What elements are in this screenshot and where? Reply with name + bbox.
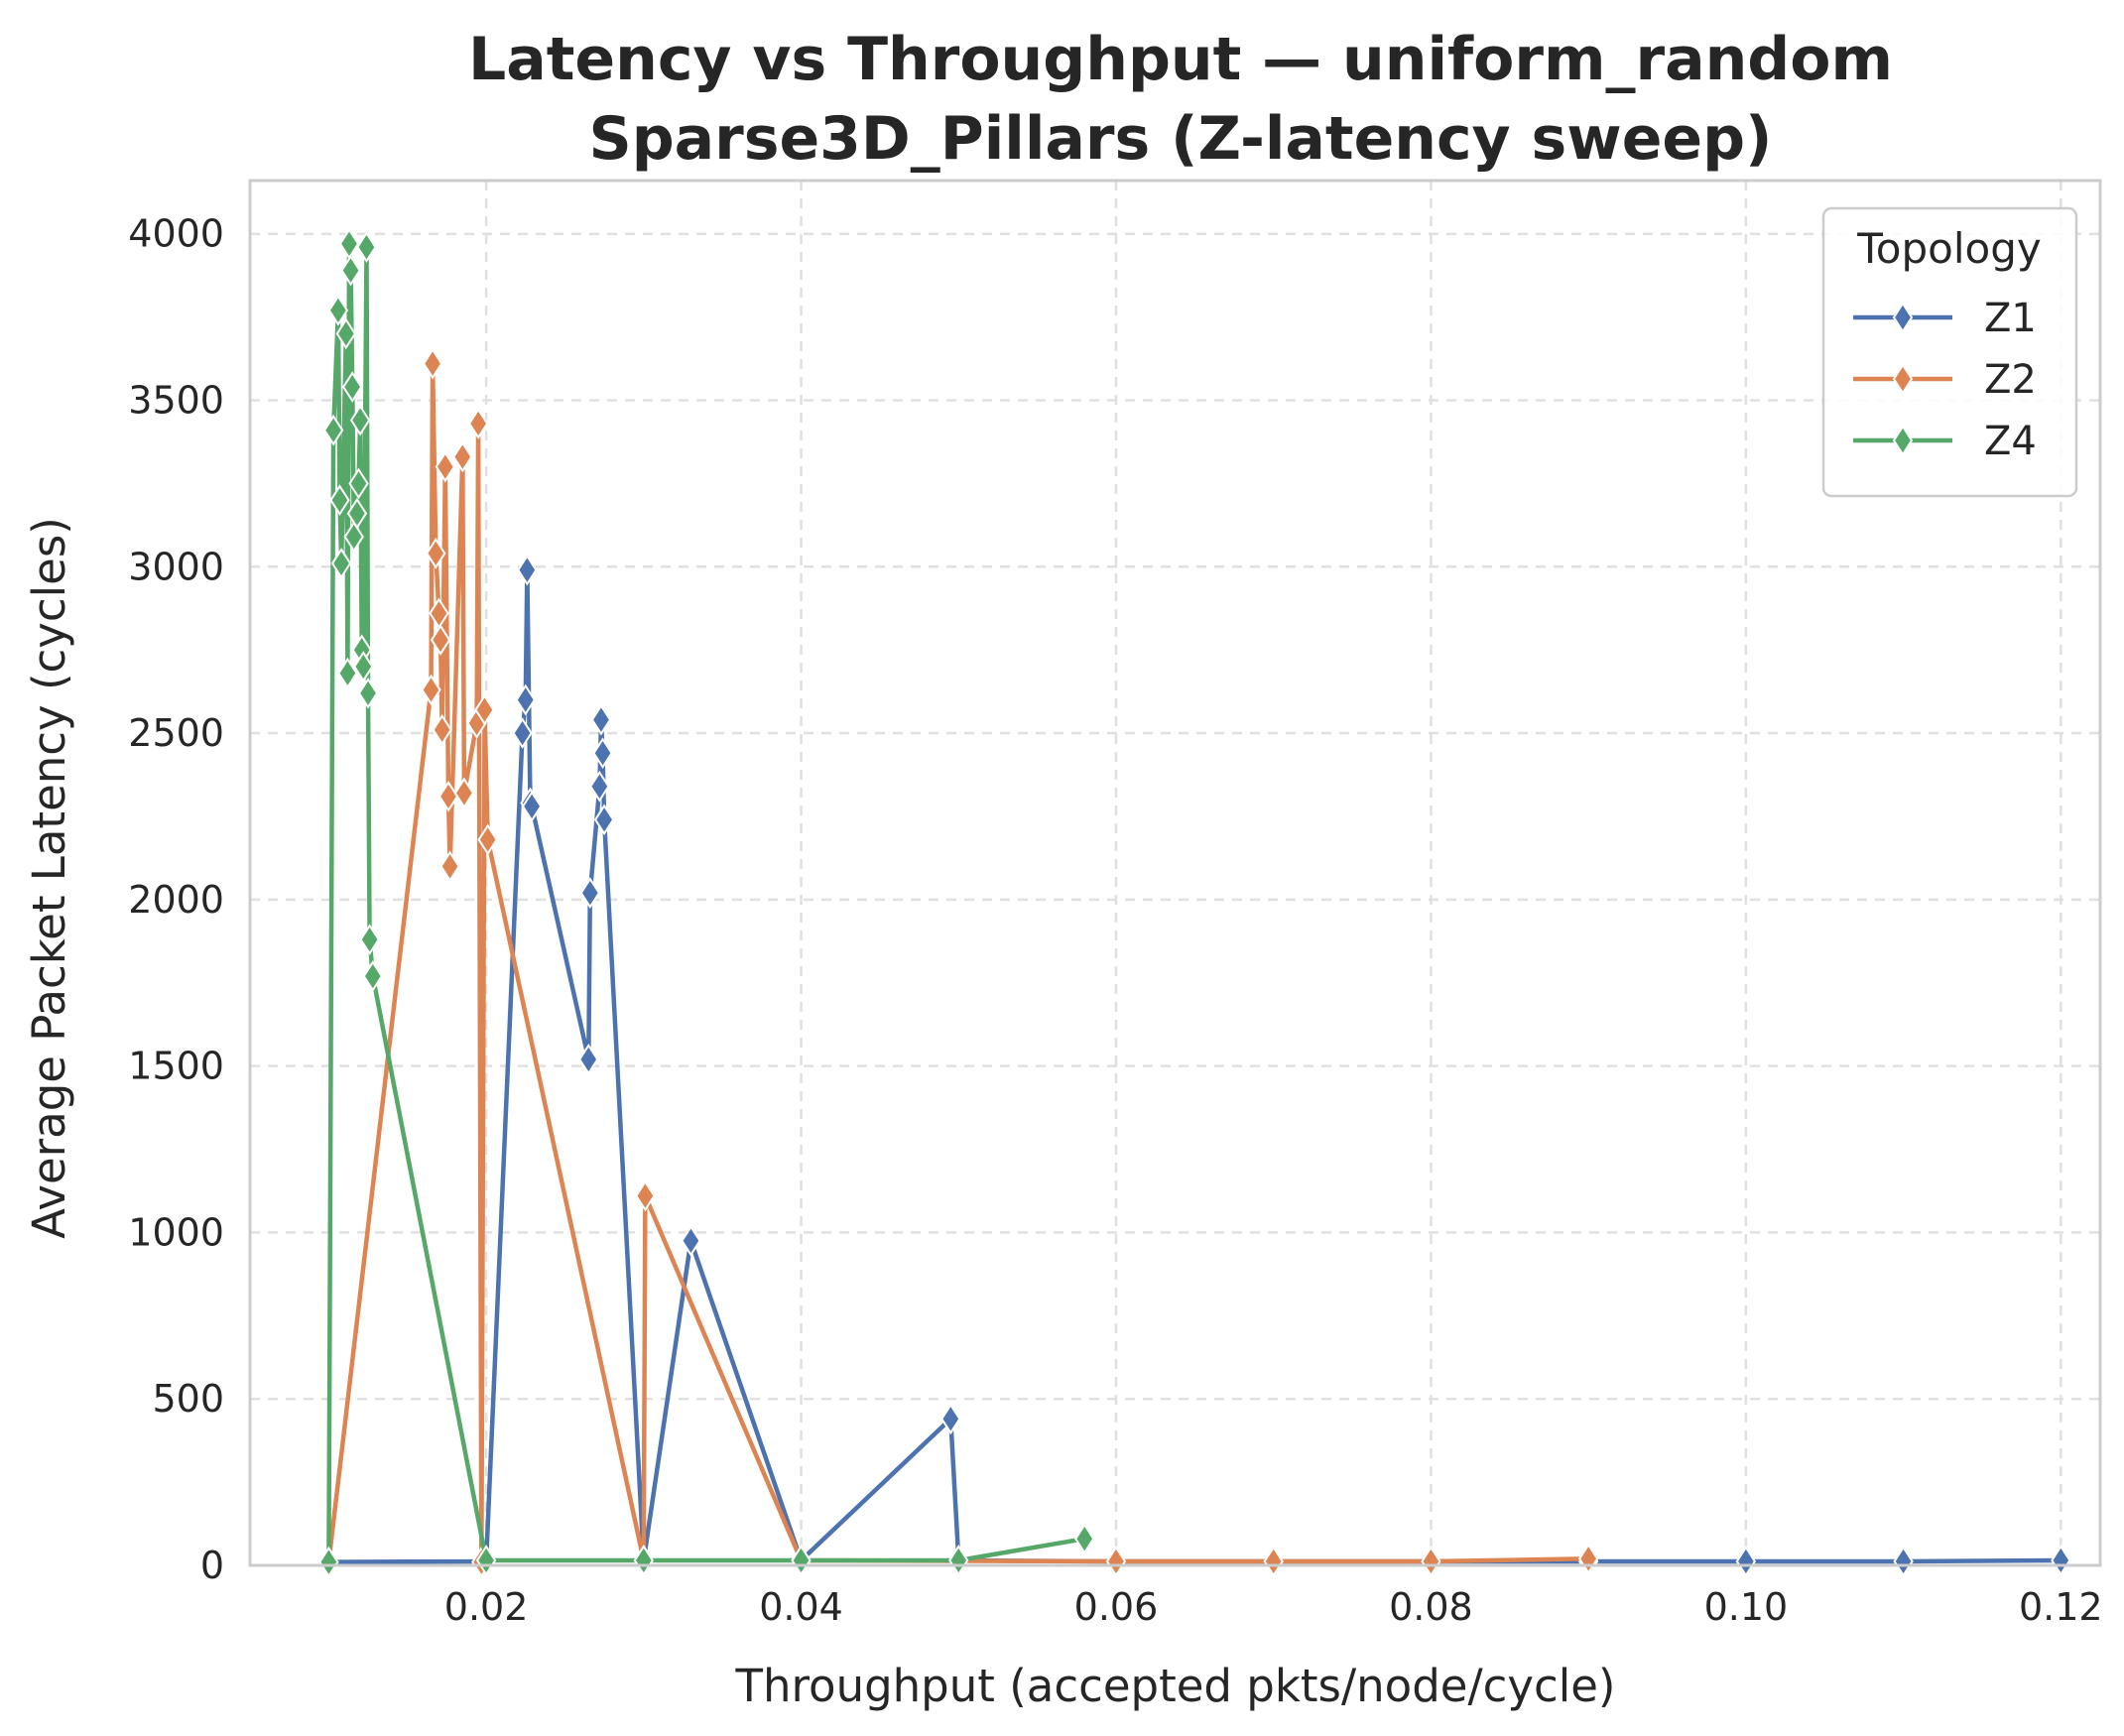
data-point-z2 <box>435 450 456 483</box>
x-tick-label: 0.10 <box>1704 1585 1789 1629</box>
data-point-z4 <box>318 1546 339 1578</box>
data-point-z4 <box>346 497 368 530</box>
chart-subtitle: Sparse3D_Pillars (Z-latency sweep) <box>589 104 1773 174</box>
y-tick-label: 1500 <box>128 1045 224 1088</box>
data-point-z4 <box>353 651 374 682</box>
grid-lines <box>250 181 2100 1567</box>
data-point-z1 <box>578 1044 599 1075</box>
data-point-z2 <box>477 823 498 856</box>
data-point-z4 <box>343 521 364 553</box>
data-point-z1 <box>681 1224 701 1257</box>
series-layer <box>318 227 2071 1578</box>
data-point-z2 <box>1263 1546 1284 1577</box>
data-point-z4 <box>335 317 357 350</box>
data-point-z4 <box>329 484 350 517</box>
data-point-z1 <box>592 737 613 770</box>
y-tick-label: 1000 <box>128 1210 224 1254</box>
legend-label-z2: Z2 <box>1984 357 2037 403</box>
data-point-z4 <box>322 414 344 446</box>
data-point-z2 <box>452 440 473 473</box>
data-point-z4 <box>330 548 352 579</box>
data-point-z1 <box>590 703 612 736</box>
data-point-z1 <box>515 683 536 716</box>
data-point-z4 <box>475 1545 497 1576</box>
data-point-z4 <box>1074 1523 1095 1555</box>
data-point-z4 <box>633 1545 654 1576</box>
data-point-z1 <box>589 770 610 803</box>
data-point-z1 <box>521 791 543 822</box>
data-point-z2 <box>1421 1546 1441 1577</box>
data-point-z4 <box>357 677 379 709</box>
data-point-z2 <box>453 777 475 809</box>
legend-box <box>1821 206 2078 498</box>
data-point-z1 <box>2051 1545 2071 1576</box>
data-point-z2 <box>422 347 443 380</box>
data-point-z4 <box>356 231 377 263</box>
data-point-z4 <box>359 924 380 955</box>
x-tick-label: 0.12 <box>2019 1585 2103 1629</box>
legend: Topology Z1 Z2 Z4 <box>1821 206 2078 498</box>
data-point-z4 <box>948 1545 969 1576</box>
data-point-z2 <box>474 693 495 726</box>
data-point-z2 <box>1577 1543 1599 1575</box>
y-axis-label: Average Packet Latency (cycles) <box>23 517 75 1239</box>
data-point-z2 <box>421 674 441 706</box>
y-tick-label: 3500 <box>128 378 224 422</box>
x-tick-label: 0.04 <box>759 1585 843 1629</box>
legend-item-z4: Z4 <box>1853 419 2037 464</box>
legend-item-z1: Z1 <box>1853 296 2037 341</box>
legend-marker-z2 <box>1892 363 1914 395</box>
legend-item-z2: Z2 <box>1853 357 2037 403</box>
data-point-z1 <box>940 1403 961 1435</box>
data-point-z2 <box>437 780 459 812</box>
plot-frame <box>248 179 2102 1567</box>
data-point-z4 <box>340 254 361 287</box>
data-point-z1 <box>593 804 615 836</box>
legend-title: Topology <box>1856 224 2041 273</box>
x-axis-label: Throughput (accepted pkts/node/cycle) <box>735 1660 1616 1712</box>
chart-title: Latency vs Throughput — uniform_random <box>468 25 1893 94</box>
data-point-z1 <box>517 554 538 586</box>
data-point-z1 <box>1735 1546 1757 1577</box>
data-point-z4 <box>791 1545 812 1576</box>
legend-marker-z1 <box>1892 302 1914 333</box>
y-tick-label: 4000 <box>128 212 224 256</box>
axis-ticks: 0.02 0.04 0.06 0.08 0.10 0.12 0 500 1000 1500 2000… <box>128 212 2102 1629</box>
data-point-z4 <box>349 404 371 436</box>
legend-label-z1: Z1 <box>1984 296 2037 341</box>
y-tick-label: 0 <box>200 1544 224 1587</box>
data-point-z1 <box>1893 1546 1914 1577</box>
x-tick-label: 0.08 <box>1389 1585 1473 1629</box>
data-point-z2 <box>467 408 489 439</box>
data-point-z2 <box>1105 1546 1127 1577</box>
data-point-z4 <box>327 295 349 326</box>
legend-marker-z4 <box>1892 425 1914 456</box>
data-point-z4 <box>341 371 363 403</box>
data-point-z4 <box>337 657 358 689</box>
data-point-z4 <box>362 960 383 992</box>
data-point-z2 <box>432 713 452 746</box>
series-line-z2 <box>326 361 1589 1564</box>
series-line-z4 <box>326 241 1085 1563</box>
data-point-z2 <box>635 1179 656 1212</box>
series-z4 <box>318 227 1095 1578</box>
x-tick-label: 0.02 <box>444 1585 529 1629</box>
x-tick-label: 0.06 <box>1074 1585 1159 1629</box>
data-point-z2 <box>439 850 460 883</box>
y-tick-label: 3000 <box>128 545 224 588</box>
y-tick-label: 2000 <box>128 878 224 922</box>
legend-label-z4: Z4 <box>1984 419 2037 464</box>
y-tick-label: 500 <box>152 1377 224 1421</box>
data-point-z1 <box>512 717 533 749</box>
y-tick-label: 2500 <box>128 711 224 755</box>
data-point-z2 <box>426 537 446 569</box>
data-point-z4 <box>348 467 369 500</box>
data-point-z1 <box>579 877 601 909</box>
data-point-z2 <box>430 624 451 656</box>
